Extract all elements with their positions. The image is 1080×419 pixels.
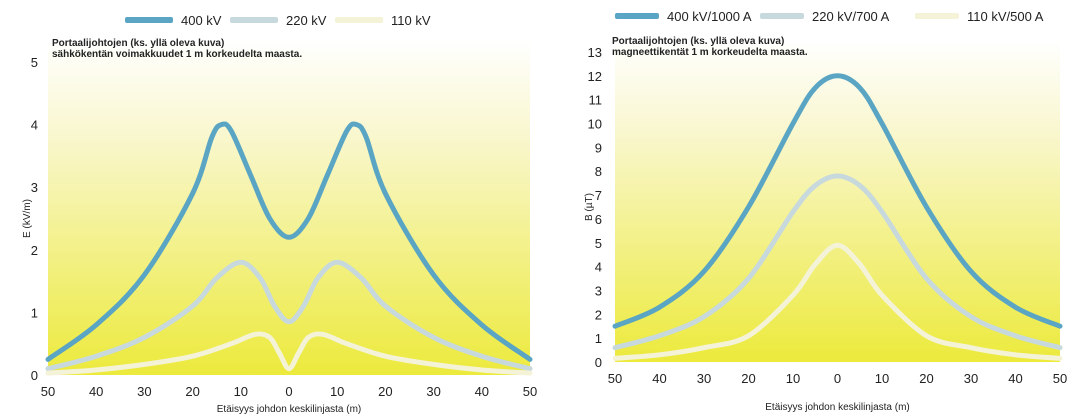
y-tick-label: 5 bbox=[31, 55, 38, 70]
x-tick-label: 10 bbox=[875, 371, 889, 386]
y-tick-label: 12 bbox=[588, 69, 602, 84]
x-tick-label: 10 bbox=[330, 384, 344, 399]
x-tick-label: 30 bbox=[426, 384, 440, 399]
x-tick-label: 40 bbox=[1008, 371, 1022, 386]
y-tick-label: 1 bbox=[595, 331, 602, 346]
x-tick-label: 0 bbox=[834, 371, 841, 386]
x-tick-label: 0 bbox=[285, 384, 292, 399]
plot-background bbox=[615, 40, 1060, 362]
plot-background bbox=[48, 40, 530, 375]
y-tick-label: 6 bbox=[595, 212, 602, 227]
x-tick-label: 50 bbox=[608, 371, 622, 386]
y-tick-label: 7 bbox=[595, 188, 602, 203]
x-tick-label: 40 bbox=[652, 371, 666, 386]
y-tick-label: 3 bbox=[31, 180, 38, 195]
annotation-line-1: Portaalijohtojen (ks. yllä oleva kuva) bbox=[612, 36, 784, 47]
y-tick-label: 4 bbox=[31, 118, 38, 133]
legend-label-3: 110 kV/500 A bbox=[967, 9, 1044, 24]
legend-swatch-2 bbox=[760, 13, 804, 19]
legend-swatch-2 bbox=[230, 17, 278, 23]
x-tick-label: 20 bbox=[919, 371, 933, 386]
y-axis-label: E (kV/m) bbox=[22, 199, 33, 238]
x-tick-label: 50 bbox=[41, 384, 55, 399]
y-tick-label: 13 bbox=[588, 45, 602, 60]
x-tick-label: 30 bbox=[697, 371, 711, 386]
x-tick-label: 10 bbox=[234, 384, 248, 399]
x-axis-label: Etäisyys johdon keskilinjasta (m) bbox=[765, 402, 910, 413]
y-tick-label: 10 bbox=[588, 117, 602, 132]
legend-swatch-3 bbox=[915, 13, 959, 19]
series-line-2 bbox=[612, 173, 1063, 351]
legend-label-2: 220 kV bbox=[286, 13, 327, 28]
x-tick-label: 30 bbox=[137, 384, 151, 399]
series-line-1 bbox=[612, 73, 1063, 329]
chart-panel-2: 400 kV/1000 A 220 kV/700 A 110 kV/500 A Por… bbox=[584, 9, 1067, 413]
series-line-3 bbox=[612, 242, 1063, 361]
x-tick-label: 50 bbox=[523, 384, 537, 399]
annotation-line-2: sähkökentän voimakkuudet 1 m korkeudelta… bbox=[52, 49, 302, 60]
y-tick-label: 11 bbox=[589, 93, 603, 108]
x-tick-label: 20 bbox=[185, 384, 199, 399]
y-tick-label: 8 bbox=[595, 164, 602, 179]
y-tick-label: 3 bbox=[595, 283, 602, 298]
y-tick-label: 0 bbox=[31, 368, 38, 383]
y-tick-label: 2 bbox=[31, 243, 38, 258]
x-tick-label: 20 bbox=[378, 384, 392, 399]
x-tick-label: 30 bbox=[964, 371, 978, 386]
chart-annotation: Portaalijohtojen (ks. yllä oleva kuva) sä… bbox=[52, 38, 302, 60]
x-tick-label: 20 bbox=[741, 371, 755, 386]
x-tick-label: 40 bbox=[89, 384, 103, 399]
x-tick-label: 10 bbox=[786, 371, 800, 386]
legend-swatch-1 bbox=[615, 13, 659, 19]
y-tick-label: 5 bbox=[595, 236, 602, 251]
y-tick-label: 1 bbox=[31, 305, 38, 320]
x-axis-label: Etäisyys johdon keskilinjasta (m) bbox=[217, 404, 362, 415]
y-tick-label: 2 bbox=[595, 307, 602, 322]
series-line-3 bbox=[45, 331, 533, 376]
x-tick-label: 40 bbox=[475, 384, 489, 399]
y-axis-label: B (µT) bbox=[584, 193, 595, 221]
legend-label-1: 400 kV bbox=[181, 13, 222, 28]
legend-swatch-3 bbox=[335, 17, 383, 23]
y-tick-label: 9 bbox=[595, 140, 602, 155]
legend-label-2: 220 kV/700 A bbox=[812, 9, 890, 24]
series-line-1 bbox=[45, 121, 533, 362]
annotation-line-1: Portaalijohtojen (ks. yllä oleva kuva) bbox=[52, 38, 224, 49]
y-tick-label: 0 bbox=[595, 355, 602, 370]
chart-annotation: Portaalijohtojen (ks. yllä oleva kuva) ma… bbox=[612, 36, 808, 58]
annotation-line-2: magneettikentät 1 m korkeudelta maasta. bbox=[612, 47, 808, 58]
chart-panel-1: 400 kV 220 kV 110 kV Portaalijohtojen (ks. … bbox=[22, 13, 537, 415]
legend-label-1: 400 kV/1000 A bbox=[667, 9, 752, 24]
series-line-2 bbox=[45, 259, 533, 372]
x-tick-label: 50 bbox=[1053, 371, 1067, 386]
legend-swatch-1 bbox=[125, 17, 173, 23]
legend-label-3: 110 kV bbox=[391, 13, 431, 28]
y-tick-label: 4 bbox=[595, 260, 602, 275]
